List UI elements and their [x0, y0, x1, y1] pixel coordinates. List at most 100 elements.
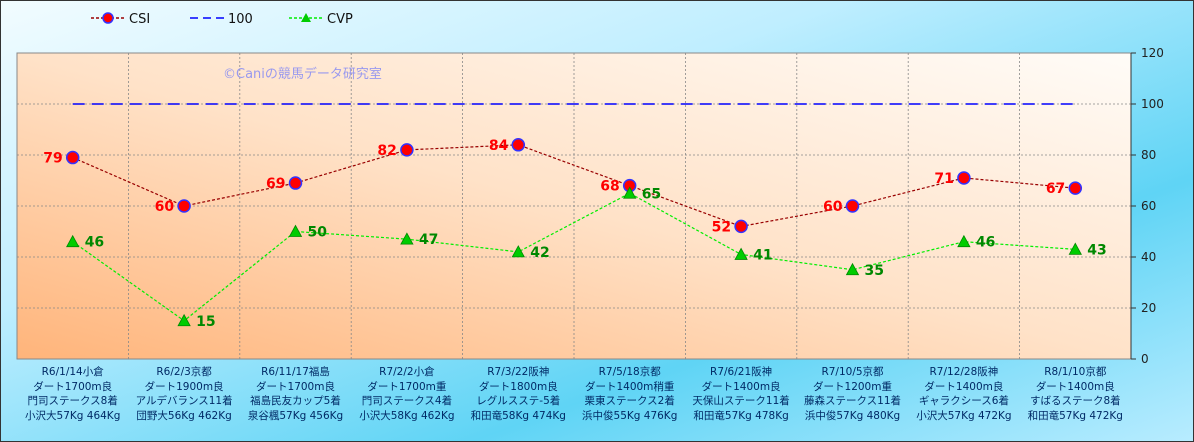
x-tick-label-line: R6/11/17福島 — [261, 366, 330, 378]
x-tick-label-line: ダート1400m良 — [1035, 380, 1115, 393]
cvp-data-label: 43 — [1087, 242, 1106, 258]
cvp-data-label: 41 — [753, 247, 772, 263]
cvp-point — [734, 247, 748, 260]
y-tick-label: 100 — [1141, 97, 1164, 111]
cvp-point — [400, 232, 414, 245]
cvp-point — [957, 234, 971, 248]
cvp-data-label: 46 — [976, 235, 995, 251]
legend-marker-cvp — [301, 13, 311, 22]
cvp-data-label: 50 — [308, 225, 328, 241]
csi-point — [177, 199, 191, 213]
x-tick-label-line: すばるステーク8着 — [1029, 395, 1121, 407]
x-tick-label-line: 小沢大58Kg 462Kg — [359, 409, 455, 422]
legend-label-csi: CSI — [129, 12, 150, 27]
x-tick-label-line: ギャラクシース6着 — [918, 395, 1009, 407]
x-tick-label: R6/11/17福島 ダート1700m良 福島民友カップ5着 泉谷楓57Kg 456K… — [240, 365, 352, 423]
csi-point — [511, 138, 526, 152]
csi-data-label: 67 — [1046, 181, 1065, 197]
csi-data-label: 71 — [934, 171, 953, 187]
csi-data-label: 84 — [489, 138, 509, 154]
x-tick-label-line: R7/5/18京都 — [598, 366, 661, 378]
x-tick-label-line: R7/10/5京都 — [821, 366, 884, 378]
csi-data-label: 69 — [266, 176, 285, 192]
x-tick-label-line: 天保山ステーク11着 — [692, 395, 790, 407]
cvp-data-label: 65 — [642, 186, 661, 202]
x-tick-label: R7/12/28阪神 ダート1400m良 ギャラクシース6着 小沢大57Kg 472K… — [908, 365, 1020, 423]
x-tick-label-line: 浜中俊55Kg 476Kg — [582, 409, 678, 422]
cvp-point — [845, 262, 860, 276]
x-tick-label-line: レグルスステ-5着 — [476, 395, 561, 407]
x-tick-label-line: ダート1700m良 — [256, 380, 335, 393]
csi-point — [957, 171, 971, 185]
legend-marker-csi — [102, 12, 114, 24]
x-tick-label-line: R6/2/3京都 — [156, 366, 212, 378]
x-tick-label-line: R7/12/28阪神 — [929, 366, 999, 378]
csi-data-label: 60 — [823, 199, 843, 215]
x-tick-label-line: ダート1700m重 — [367, 380, 447, 393]
csi-point — [734, 219, 748, 234]
cvp-data-label: 46 — [85, 235, 104, 251]
x-tick-label-line: 泉谷楓57Kg 456Kg — [247, 409, 344, 422]
y-tick-label: 120 — [1141, 46, 1164, 60]
cvp-point — [177, 313, 191, 327]
y-tick-label: 80 — [1141, 148, 1156, 162]
x-tick-label: R7/10/5京都 ダート1200m重 藤森ステークス11着 浜中俊57Kg 480K… — [797, 365, 909, 423]
x-tick-label-line: 栗東ステークス2着 — [584, 395, 675, 407]
csi-data-label: 82 — [377, 143, 396, 159]
x-tick-label-line: ダート1700m良 — [33, 380, 113, 393]
x-tick-label-line: ダート1400m良 — [701, 380, 781, 393]
csi-point — [845, 199, 860, 213]
cvp-point — [288, 224, 303, 237]
x-tick-label-line: ダート1900m良 — [144, 380, 224, 393]
cvp-point — [66, 234, 80, 248]
cvp-point — [1068, 242, 1082, 255]
legend-label-100: 100 — [228, 12, 253, 27]
x-tick-label-line: ダート1800m良 — [478, 380, 558, 393]
csi-point — [1068, 181, 1083, 195]
x-tick-label: R7/5/18京都ダート1400m稍重 栗東ステークス2着 浜中俊55Kg 476K… — [574, 365, 686, 423]
series-line-csi — [72, 144, 1076, 228]
csi-data-label: 60 — [155, 199, 175, 215]
x-tick-label: R6/1/14小倉 ダート1700m良 門司ステークス8着 小沢大57Kg 464Kg — [17, 365, 129, 423]
x-tick-label-line: ダート1400m良 — [924, 380, 1004, 393]
cvp-point — [623, 186, 637, 199]
watermark: ©Caniの競馬データ研究室 — [223, 66, 382, 82]
x-tick-label-line: R7/6/21阪神 — [710, 366, 773, 378]
y-tick-label: 0 — [1141, 352, 1149, 366]
cvp-data-label: 35 — [865, 263, 884, 279]
cvp-data-label: 42 — [530, 245, 549, 261]
csi-data-label: 52 — [712, 219, 731, 235]
csi-point — [65, 150, 80, 165]
x-tick-label-line: R7/2/2小倉 — [379, 366, 435, 378]
x-tick-label: R7/3/22阪神 ダート1800m良 レグルスステ-5着 和田竜58Kg 474Kg — [462, 365, 574, 423]
x-tick-label-line: 和田竜57Kg 478Kg — [693, 409, 789, 422]
x-tick-label-line: 小沢大57Kg 464Kg — [25, 409, 121, 422]
y-tick-label: 20 — [1141, 301, 1156, 315]
x-tick-label-line: ダート1400m稍重 — [584, 380, 675, 393]
x-tick-label-line: 和田竜58Kg 474Kg — [470, 409, 566, 422]
x-tick-label-line: 和田竜57Kg 472Kg — [1027, 409, 1123, 422]
csi-point — [400, 143, 414, 157]
x-tick-label-line: 浜中俊57Kg 480Kg — [804, 409, 901, 422]
x-tick-label-line: R7/3/22阪神 — [487, 366, 550, 378]
csi-point — [288, 176, 303, 190]
x-tick-label: R6/2/3京都 ダート1900m良 アルデバランス11着 団野大56Kg 462Kg — [128, 365, 240, 423]
x-tick-label: R7/2/2小倉 ダート1700m重 門司ステークス4着 小沢大58Kg 462Kg — [351, 365, 463, 423]
x-tick-label-line: 門司ステークス4着 — [361, 395, 453, 407]
cvp-data-label: 47 — [419, 232, 438, 248]
cvp-point — [511, 245, 525, 258]
y-tick-label: 40 — [1141, 250, 1156, 264]
x-tick-label-line: 団野大56Kg 462Kg — [136, 409, 232, 422]
x-tick-label-line: 藤森ステークス11着 — [803, 395, 902, 407]
series-line-cvp — [72, 192, 1076, 322]
csi-data-label: 79 — [43, 151, 62, 167]
y-tick-label: 60 — [1141, 199, 1156, 213]
x-tick-label: R7/6/21阪神 ダート1400m良 天保山ステーク11着 和田竜57Kg 478K… — [685, 365, 797, 423]
cvp-data-label: 15 — [196, 314, 215, 330]
legend-label-cvp: CVP — [327, 12, 353, 27]
csi-data-label: 68 — [600, 179, 619, 195]
x-tick-label-line: 福島民友カップ5着 — [250, 395, 341, 407]
x-tick-label-line: 門司ステークス8着 — [27, 395, 118, 407]
